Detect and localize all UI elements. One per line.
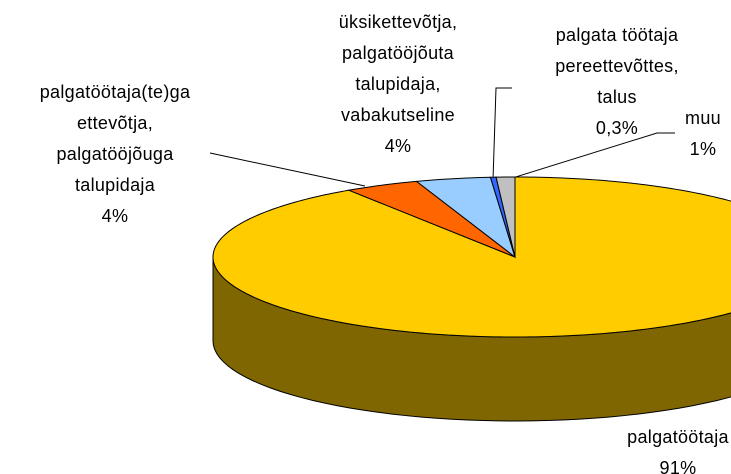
slice-label: palgatöötaja(te)ga ettevõtja, palgatööjõ…	[40, 77, 191, 232]
slice-label: üksikettevõtja, palgatööjõuta talupidaja…	[339, 7, 458, 162]
category-label: palgatöötaja	[627, 427, 729, 447]
category-label: palgata töötaja pereettevõttes, talus	[555, 25, 679, 107]
slice-label: palgatöötaja 91%	[627, 422, 729, 474]
value-label: 0,3%	[595, 118, 639, 138]
category-label: muu	[685, 108, 721, 128]
pie-slice	[347, 180, 516, 258]
pie-slice	[212, 176, 731, 338]
category-label: üksikettevõtja, palgatööjõuta talupidaja…	[338, 12, 458, 125]
category-label: palgatöötaja(te)ga ettevõtja, palgatööjõ…	[39, 82, 191, 195]
leader-line	[505, 132, 675, 181]
slice-label: muu 1%	[685, 103, 721, 165]
pie-top	[212, 176, 731, 338]
pie-slice	[415, 176, 516, 259]
value-label: 91%	[659, 458, 697, 474]
leader-line	[209, 152, 366, 187]
slice-label: palgata töötaja pereettevõttes, talus 0,3…	[555, 20, 679, 144]
pie-slice	[495, 176, 516, 258]
value-label: 4%	[384, 136, 412, 156]
value-label: 1%	[689, 139, 717, 159]
value-label: 4%	[101, 206, 129, 226]
leader-line	[492, 87, 512, 181]
